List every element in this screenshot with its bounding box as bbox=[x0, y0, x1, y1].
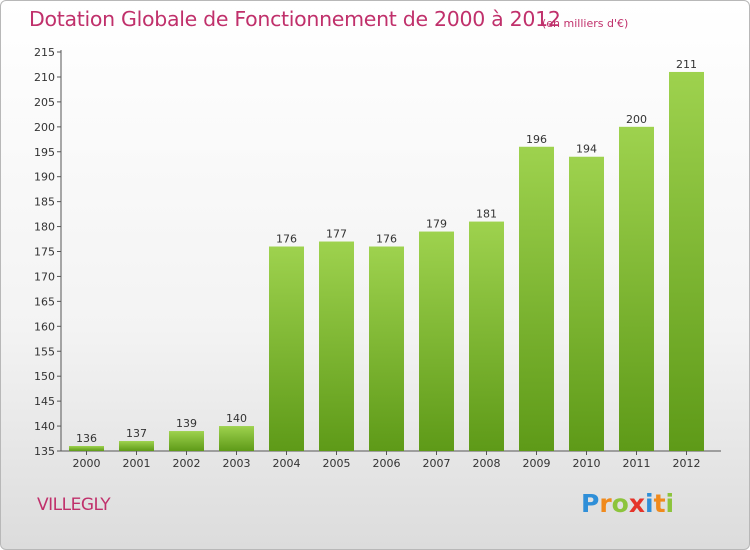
bar bbox=[69, 446, 104, 451]
x-tick-label: 2011 bbox=[623, 457, 651, 470]
data-label: 196 bbox=[526, 133, 547, 146]
bar bbox=[569, 156, 604, 452]
y-tick-label: 205 bbox=[34, 96, 55, 109]
data-label: 176 bbox=[276, 233, 297, 246]
y-tick-label: 160 bbox=[34, 320, 55, 333]
logo-letter: i bbox=[665, 489, 675, 518]
bar bbox=[619, 126, 654, 451]
logo-letter: i bbox=[645, 489, 654, 518]
y-tick-label: 165 bbox=[34, 295, 55, 308]
data-label: 136 bbox=[76, 432, 97, 445]
y-tick-label: 210 bbox=[34, 71, 55, 84]
logo-letter: r bbox=[599, 489, 612, 518]
x-tick-label: 2001 bbox=[123, 457, 151, 470]
y-tick-label: 170 bbox=[34, 270, 55, 283]
chart-subtitle: (en milliers d'€) bbox=[542, 17, 629, 30]
data-label: 139 bbox=[176, 417, 197, 430]
y-tick-label: 190 bbox=[34, 171, 55, 184]
chart-title: Dotation Globale de Fonctionnement de 20… bbox=[29, 7, 561, 31]
y-tick-label: 150 bbox=[34, 370, 55, 383]
bar bbox=[269, 246, 304, 451]
bar bbox=[469, 221, 504, 451]
bar bbox=[319, 241, 354, 451]
x-tick-label: 2006 bbox=[373, 457, 401, 470]
y-tick-label: 135 bbox=[34, 445, 55, 458]
data-label: 179 bbox=[426, 218, 447, 231]
data-label: 140 bbox=[226, 412, 247, 425]
y-tick-label: 180 bbox=[34, 221, 55, 234]
x-tick-label: 2009 bbox=[523, 457, 551, 470]
x-tick-label: 2010 bbox=[573, 457, 601, 470]
y-tick-label: 175 bbox=[34, 246, 55, 259]
y-tick-label: 145 bbox=[34, 395, 55, 408]
town-name: VILLEGLY bbox=[37, 495, 111, 515]
y-tick-label: 200 bbox=[34, 121, 55, 134]
x-tick-label: 2002 bbox=[173, 457, 201, 470]
logo-letter: x bbox=[628, 489, 645, 518]
x-tick-label: 2005 bbox=[323, 457, 351, 470]
data-label: 194 bbox=[576, 143, 597, 156]
proxiti-logo: Proxiti bbox=[581, 489, 674, 518]
x-tick-label: 2008 bbox=[473, 457, 501, 470]
x-tick-label: 2004 bbox=[273, 457, 301, 470]
logo-letter: t bbox=[653, 489, 666, 518]
logo-letter: o bbox=[611, 489, 629, 518]
x-tick-label: 2000 bbox=[73, 457, 101, 470]
y-tick-label: 155 bbox=[34, 345, 55, 358]
logo-letter: P bbox=[581, 489, 600, 518]
y-tick-label: 215 bbox=[34, 46, 55, 59]
data-label: 137 bbox=[126, 427, 147, 440]
x-tick-label: 2012 bbox=[673, 457, 701, 470]
x-tick-label: 2003 bbox=[223, 457, 251, 470]
y-tick-label: 185 bbox=[34, 196, 55, 209]
bar bbox=[519, 146, 554, 451]
data-label: 211 bbox=[676, 58, 697, 71]
bar bbox=[119, 441, 154, 451]
x-tick-label: 2007 bbox=[423, 457, 451, 470]
y-tick-label: 140 bbox=[34, 420, 55, 433]
y-tick-label: 195 bbox=[34, 146, 55, 159]
bar bbox=[419, 231, 454, 451]
bar bbox=[669, 71, 704, 451]
data-label: 177 bbox=[326, 228, 347, 241]
bar bbox=[169, 431, 204, 451]
data-label: 200 bbox=[626, 113, 647, 126]
data-label: 176 bbox=[376, 233, 397, 246]
bar bbox=[369, 246, 404, 451]
bar bbox=[219, 426, 254, 451]
data-label: 181 bbox=[476, 208, 497, 221]
